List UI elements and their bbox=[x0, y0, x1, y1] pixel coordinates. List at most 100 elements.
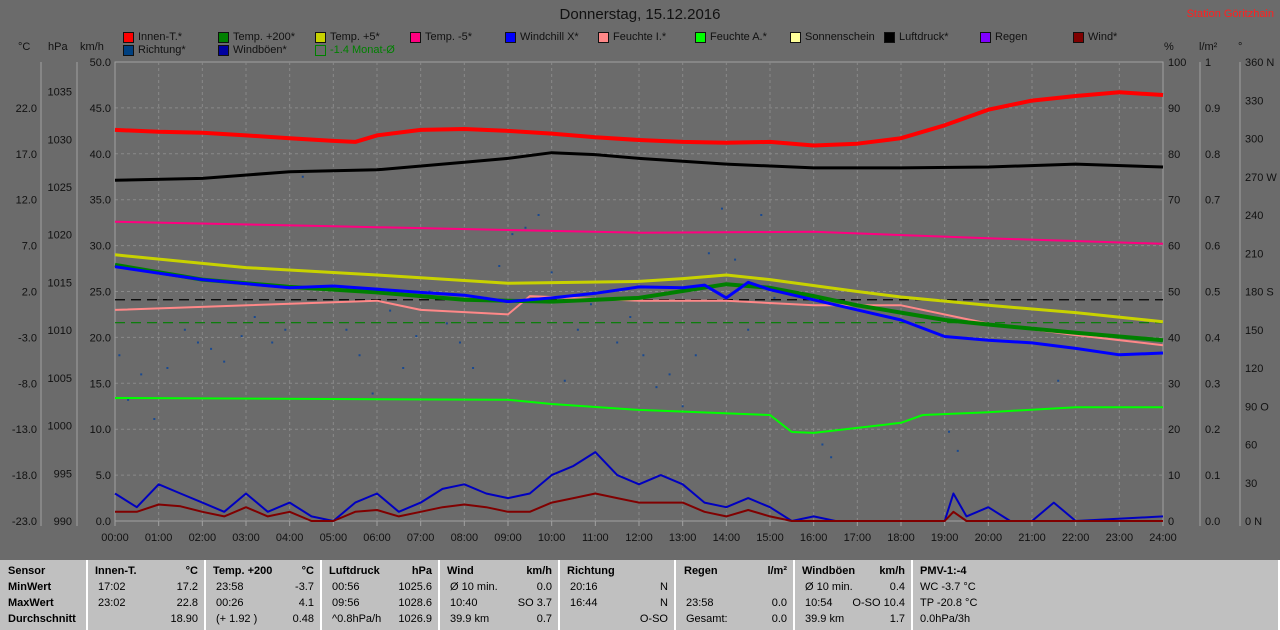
stat-cell: 22.8 bbox=[176, 597, 198, 609]
direction-point bbox=[166, 367, 169, 369]
legend-label: Temp. +5* bbox=[330, 31, 380, 43]
stat-cell: 0.0hPa/3h bbox=[920, 613, 971, 625]
tick-label-kmh: 5.0 bbox=[96, 470, 111, 482]
stat-cell: Durchschnitt bbox=[8, 613, 76, 625]
legend-item: Windböen* bbox=[218, 44, 287, 56]
legend-label: Innen-T.* bbox=[138, 31, 183, 43]
legend-label: Luftdruck* bbox=[899, 31, 949, 43]
legend-swatch bbox=[790, 31, 801, 43]
tick-label-celsius: 22.0 bbox=[16, 103, 37, 115]
stat-cell: PMV-1:-4 bbox=[920, 565, 967, 577]
tick-label-percent: 60 bbox=[1168, 241, 1180, 253]
tick-label-time: 00:00 bbox=[101, 532, 129, 544]
tick-label-celsius: -23.0 bbox=[12, 516, 37, 528]
unit-lm2: l/m² bbox=[1199, 41, 1218, 53]
tick-label-kmh: 25.0 bbox=[90, 287, 111, 299]
legend-swatch bbox=[123, 44, 134, 56]
stat-cell: 0.0 bbox=[536, 581, 552, 593]
stats-column-wind: Wind km/h Ø 10 min. 0.0 10:40 SO 3.7 39.9 km 0.… bbox=[440, 560, 560, 630]
stat-cell: Sensor bbox=[8, 565, 46, 577]
series-temp-5 bbox=[114, 253, 1164, 324]
tick-label-degree: 180 S bbox=[1245, 287, 1274, 299]
legend-swatch bbox=[315, 31, 326, 43]
direction-point bbox=[271, 341, 274, 344]
direction-point bbox=[240, 335, 243, 338]
tick-label-celsius: 7.0 bbox=[22, 241, 37, 253]
legend-label: Feuchte A.* bbox=[710, 31, 767, 43]
tick-label-time: 13:00 bbox=[669, 532, 697, 544]
stat-cell: 23:58 bbox=[686, 597, 714, 609]
stat-cell: N bbox=[660, 597, 668, 609]
tick-label-kmh: 0.0 bbox=[96, 516, 111, 528]
stat-cell: TP -20.8 °C bbox=[920, 597, 978, 609]
tick-label-kmh: 30.0 bbox=[90, 241, 111, 253]
legend-item: Feuchte A.* bbox=[695, 31, 767, 43]
series-windchill-x bbox=[114, 265, 1164, 357]
tick-label-celsius: -18.0 bbox=[12, 470, 37, 482]
stat-cell: 16:44 bbox=[570, 597, 598, 609]
tick-label-celsius: -8.0 bbox=[18, 378, 37, 390]
unit-hpa: hPa bbox=[48, 41, 68, 53]
legend-item: Temp. +5* bbox=[315, 31, 380, 43]
direction-point bbox=[498, 265, 501, 267]
legend-label: Windböen* bbox=[233, 44, 287, 56]
tick-label-percent: 40 bbox=[1168, 332, 1180, 344]
legend-item: Windchill X* bbox=[505, 31, 579, 43]
legend-swatch bbox=[315, 44, 326, 56]
legend-item: Feuchte I.* bbox=[598, 31, 666, 43]
legend-swatch bbox=[1073, 31, 1084, 43]
legend-label: Temp. -5* bbox=[425, 31, 473, 43]
tick-label-percent: 80 bbox=[1168, 149, 1180, 161]
legend-swatch bbox=[884, 31, 895, 43]
stat-cell: Ø 10 min. bbox=[805, 581, 853, 593]
tick-label-degree: 330 bbox=[1245, 95, 1263, 107]
legend-label: Richtung* bbox=[138, 44, 186, 56]
tick-label-hpa: 1035 bbox=[48, 87, 72, 99]
tick-label-time: 18:00 bbox=[887, 532, 915, 544]
tick-label-time: 09:00 bbox=[494, 532, 522, 544]
direction-point bbox=[127, 398, 130, 401]
series-innen-t bbox=[114, 90, 1164, 148]
tick-label-hpa: 1030 bbox=[48, 134, 72, 146]
series-luftdruck bbox=[114, 151, 1164, 182]
direction-point bbox=[642, 354, 645, 357]
tick-label-hpa: 990 bbox=[54, 516, 72, 528]
stats-column-regen: Regen l/m² 23:58 0.0 Gesamt: 0.0 bbox=[676, 560, 795, 630]
direction-point bbox=[655, 386, 658, 389]
stat-cell: Luftdruck bbox=[329, 565, 380, 577]
legend-item: Temp. -5* bbox=[410, 31, 472, 43]
direction-point bbox=[629, 316, 632, 318]
stat-cell: 00:56 bbox=[332, 581, 360, 593]
legend-item: Richtung* bbox=[123, 44, 186, 56]
legend-label: Regen bbox=[995, 31, 1028, 43]
tick-label-time: 02:00 bbox=[189, 532, 217, 544]
legend-swatch bbox=[218, 31, 229, 43]
tick-label-time: 11:00 bbox=[582, 532, 609, 544]
legend-swatch bbox=[218, 44, 229, 56]
series-feuchte-a bbox=[114, 397, 1163, 434]
tick-label-celsius: 2.0 bbox=[22, 287, 37, 299]
direction-point bbox=[472, 367, 475, 369]
direction-point bbox=[511, 233, 514, 236]
tick-label-time: 21:00 bbox=[1018, 532, 1046, 544]
tick-label-lm2: 1 bbox=[1205, 57, 1211, 69]
direction-point bbox=[358, 354, 361, 357]
tick-label-lm2: 0.5 bbox=[1205, 287, 1220, 299]
tick-label-degree: 240 bbox=[1245, 210, 1263, 222]
stat-cell: Innen-T. bbox=[95, 565, 137, 577]
direction-point bbox=[668, 373, 671, 376]
statistics-table: Sensor MinWert MaxWert Durchschnitt Innen-T.… bbox=[0, 560, 1280, 630]
stat-cell: O-SO 10.4 bbox=[852, 597, 905, 609]
legend-swatch bbox=[505, 31, 516, 43]
legend-item: Regen bbox=[980, 31, 1027, 43]
tick-label-hpa: 1020 bbox=[48, 230, 72, 242]
direction-point bbox=[284, 328, 287, 331]
stat-cell: 1.7 bbox=[889, 613, 905, 625]
stat-cell: °C bbox=[185, 565, 198, 577]
legend-swatch bbox=[410, 31, 421, 43]
tick-label-degree: 300 bbox=[1245, 134, 1263, 146]
stat-cell: N bbox=[660, 581, 668, 593]
stat-cell: Regen bbox=[684, 565, 718, 577]
legend-item: Innen-T.* bbox=[123, 31, 182, 43]
stats-column-luftdruck: Luftdruck hPa 00:56 1025.6 09:56 1028.6 ^0.8hP… bbox=[322, 560, 440, 630]
